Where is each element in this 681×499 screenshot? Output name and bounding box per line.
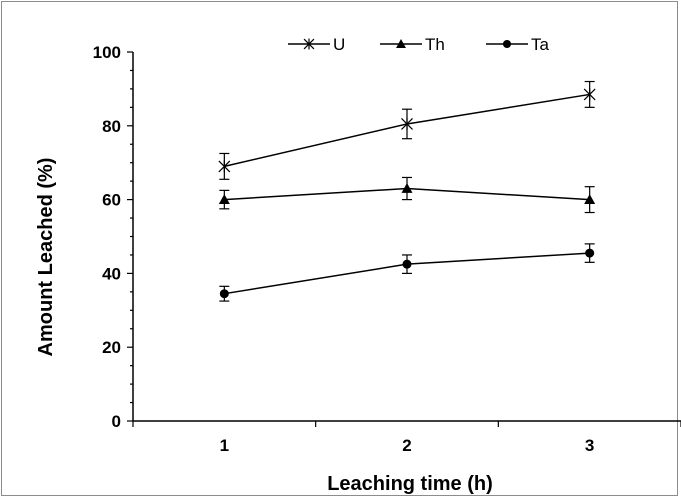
circle-marker [219,289,229,299]
legend-entry-ta: Ta [486,35,550,54]
y-tick-label: 40 [102,264,121,283]
series-ta [219,243,595,302]
series-u [218,80,596,180]
star-marker [401,117,413,131]
y-axis-ticks: 0 20 40 60 80 100 [93,43,133,431]
triangle-marker [396,39,406,48]
legend-label: U [333,35,345,54]
series-layer [218,80,596,302]
x-tick-label: 2 [402,436,411,455]
y-tick-label: 0 [112,412,121,431]
legend-entry-u: U [288,35,345,54]
circle-marker [402,259,412,269]
legend-label: Th [425,35,445,54]
star-marker [583,88,596,101]
triangle-marker [401,183,413,193]
axes [132,52,681,422]
x-axis-title: Leaching time (h) [327,473,493,495]
y-tick-label: 100 [93,43,121,62]
circle-marker [502,39,512,49]
legend-label: Ta [531,35,550,54]
y-tick-label: 20 [102,338,121,357]
x-axis-ticks: 1 2 3 [132,421,681,455]
circle-marker [585,248,595,258]
x-tick-label: 3 [585,436,594,455]
y-axis-title: Amount Leached (%) [35,158,57,357]
legend: U Th Ta [288,35,550,54]
y-tick-label: 80 [102,117,121,136]
triangle-marker [218,194,230,204]
series-th [218,176,596,214]
triangle-marker [584,194,596,204]
y-tick-label: 60 [102,191,121,210]
x-tick-label: 1 [220,436,229,455]
star-marker [303,38,315,50]
star-marker [218,160,231,173]
legend-entry-th: Th [380,35,445,54]
